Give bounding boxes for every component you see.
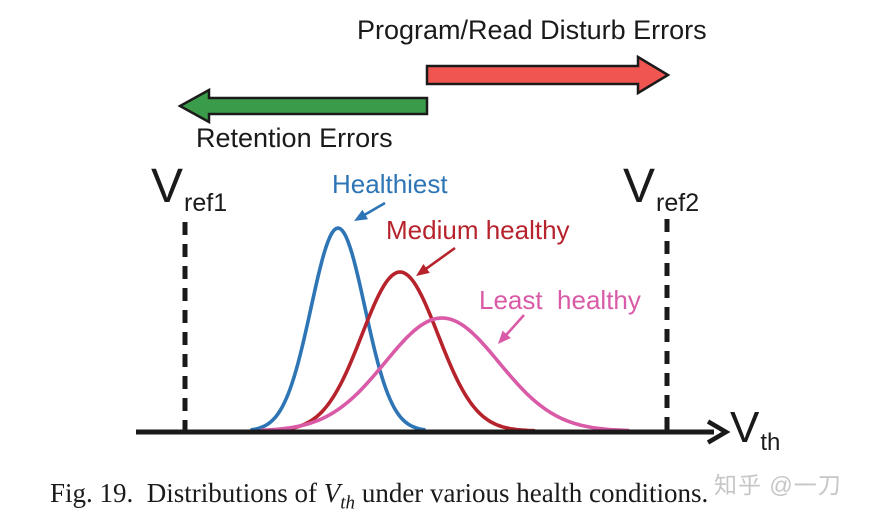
vth-main: V <box>730 403 760 452</box>
curve-least-healthy <box>260 316 630 433</box>
caption-var-v: V <box>323 478 341 508</box>
annotation-arrow-line <box>361 201 386 218</box>
caption-suffix: under various health conditions. <box>355 478 709 508</box>
x-axis-arrowhead-icon <box>706 419 731 445</box>
annotation-arrow-line <box>503 314 525 338</box>
curve-healthiest <box>250 226 426 432</box>
vth-subscript: th <box>760 429 781 456</box>
x-axis-vth-label: Vth <box>730 403 780 455</box>
program-disturb-arrow-icon <box>425 54 671 96</box>
program-disturb-errors-label: Program/Read Disturb Errors <box>357 15 707 45</box>
medium-healthy-label: Medium healthy <box>386 215 570 245</box>
watermark: 知乎 @一刀 <box>714 472 842 498</box>
vref1-main: V <box>151 160 184 213</box>
curve-medium-healthy <box>276 270 536 433</box>
vref2-label: Vref2 <box>623 160 699 216</box>
caption-prefix: Fig. 19. Distributions of <box>50 478 324 508</box>
annotation-arrow-line <box>423 246 456 272</box>
annotation-arrows <box>354 201 525 344</box>
vref2-subscript: ref2 <box>656 189 700 217</box>
annotation-arrowhead-icon <box>416 264 430 276</box>
retention-arrow-icon <box>177 87 429 125</box>
annotation-arrowhead-icon <box>498 330 511 344</box>
vref2-main: V <box>623 160 656 213</box>
healthiest-label: Healthiest <box>332 169 448 199</box>
caption-var-th: th <box>340 492 356 514</box>
retention-errors-label: Retention Errors <box>196 123 393 153</box>
vref1-subscript: ref1 <box>184 189 228 217</box>
distribution-curves <box>250 226 630 433</box>
least-healthy-label: Least healthy <box>479 285 641 315</box>
annotation-arrowhead-icon <box>354 209 368 221</box>
vref1-label: Vref1 <box>151 160 227 216</box>
figure-caption: Fig. 19. Distributions of Vth under vari… <box>50 478 708 514</box>
